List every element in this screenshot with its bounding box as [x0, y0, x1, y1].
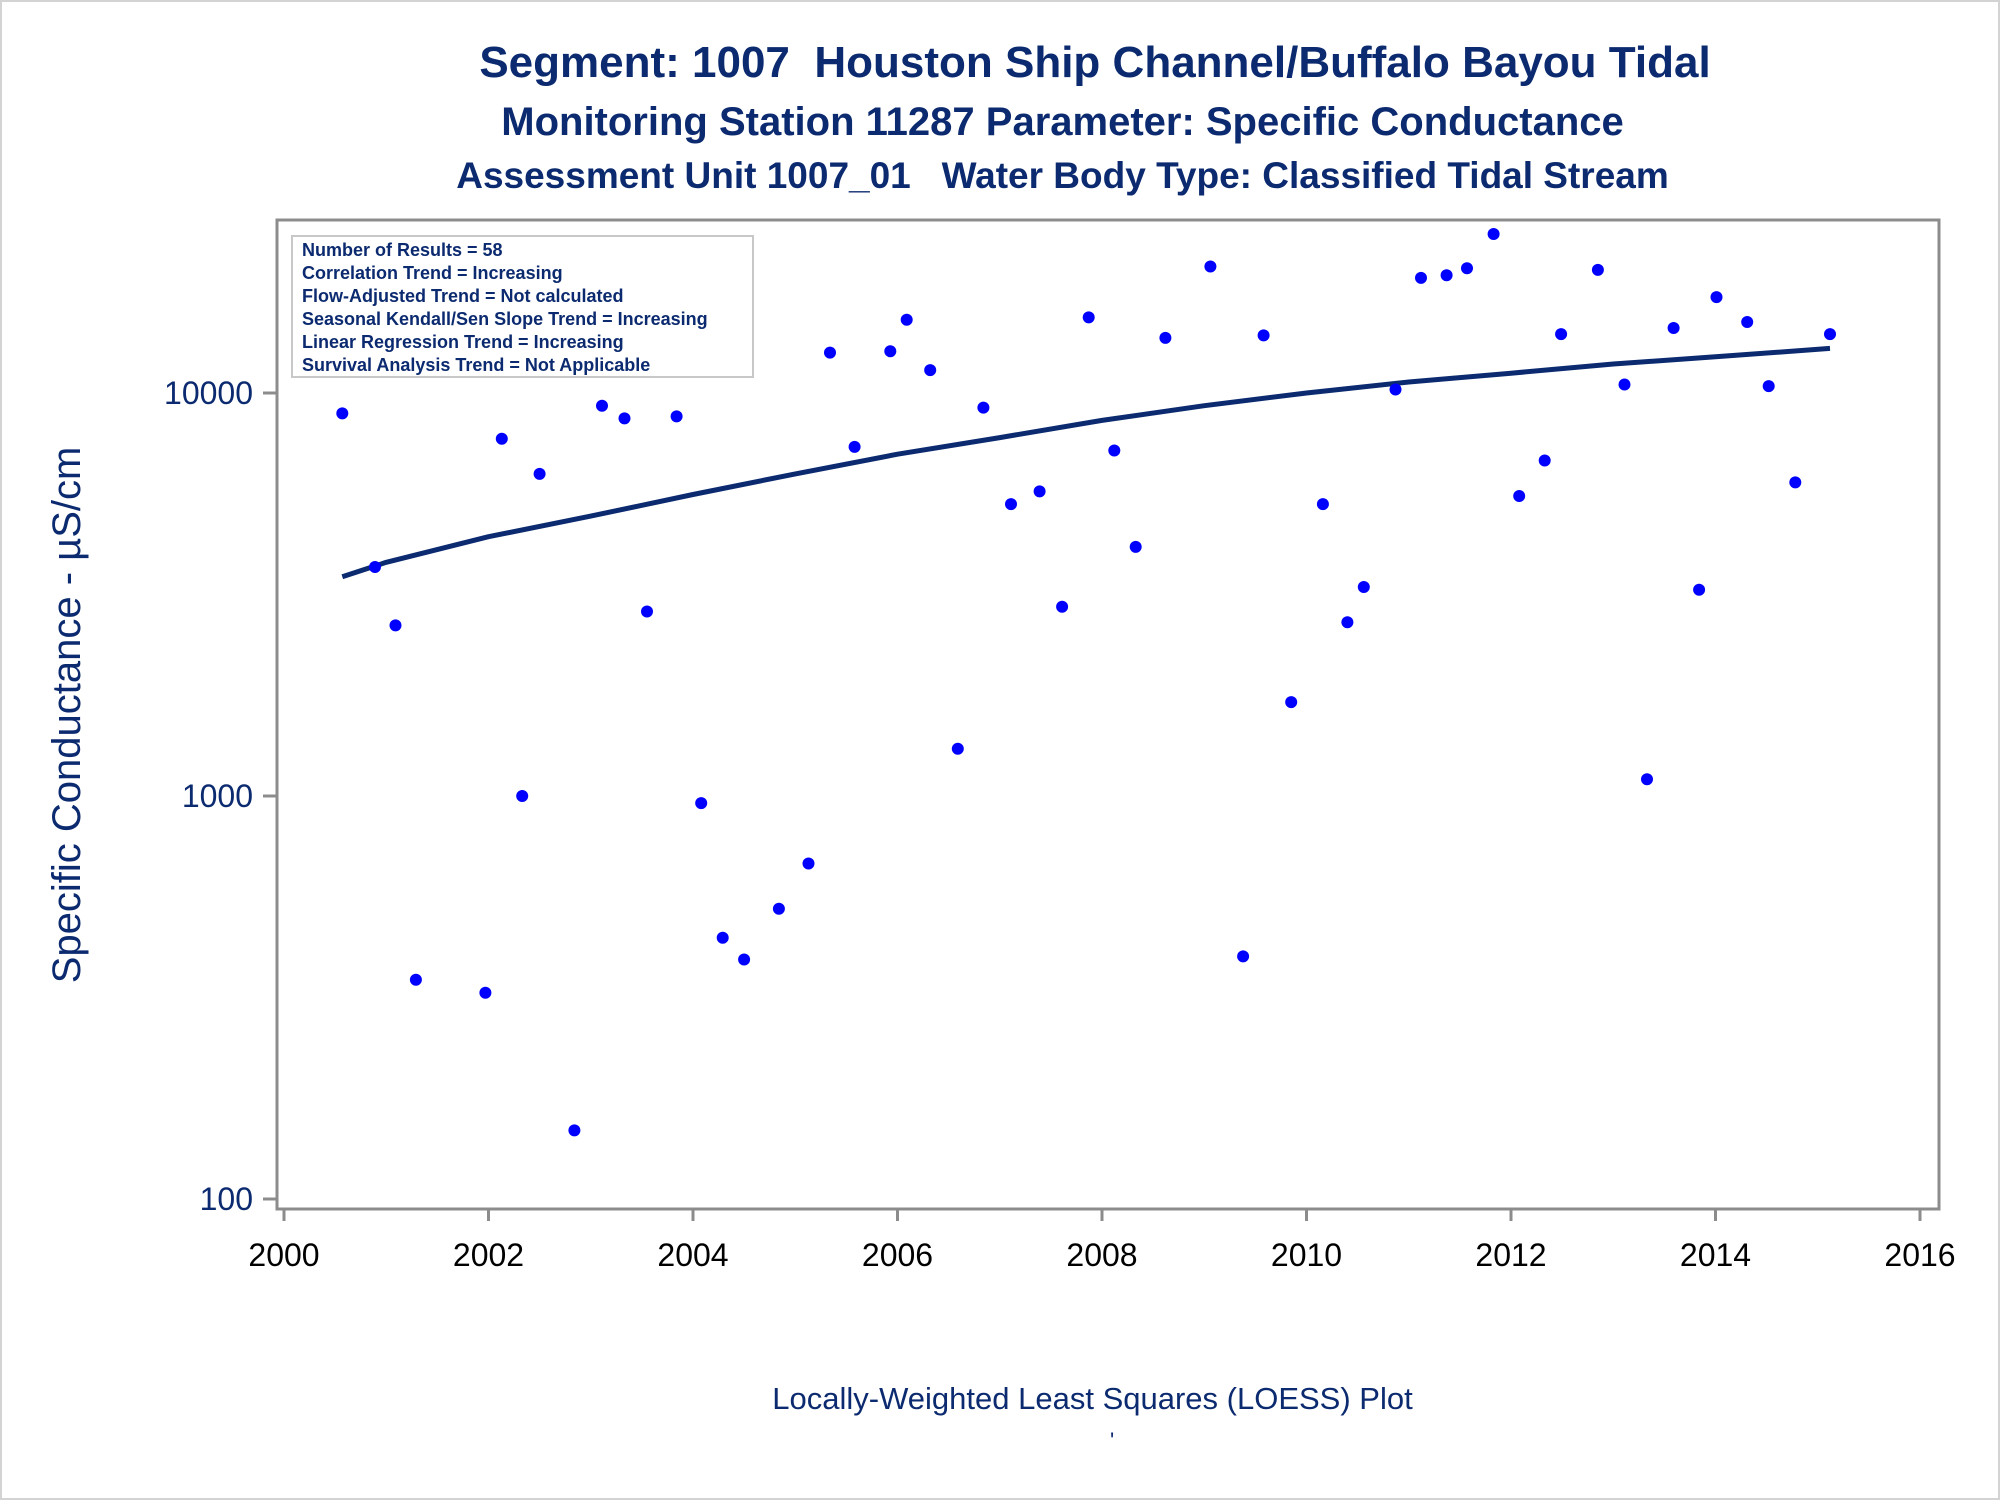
data-point	[1005, 498, 1017, 511]
data-point	[695, 797, 708, 810]
y-tick-label: 10000	[164, 375, 253, 411]
data-point	[1710, 291, 1723, 304]
x-tick-label: 2002	[453, 1237, 524, 1273]
data-point	[1204, 260, 1217, 273]
data-point	[1129, 540, 1142, 553]
footnote-mark: '	[1110, 1428, 1115, 1453]
data-point	[772, 902, 785, 915]
data-point	[409, 973, 422, 986]
data-point	[1237, 950, 1250, 963]
loess-trend-line	[341, 345, 1831, 580]
data-point	[951, 742, 964, 755]
axes: 2000 2002 2004 2006 2008 2010 2012 2014 2016 100 1…	[164, 375, 1956, 1273]
data-point	[924, 364, 937, 377]
data-point	[670, 410, 683, 423]
x-tick-label: 2004	[657, 1237, 728, 1273]
data-point	[533, 467, 546, 480]
data-point	[336, 407, 349, 420]
data-point	[802, 857, 815, 870]
data-point	[1461, 262, 1473, 275]
legend-line-results: Number of Results = 58	[302, 240, 503, 260]
data-point	[1108, 444, 1121, 457]
data-point	[1316, 498, 1329, 511]
data-point	[1667, 322, 1680, 334]
x-tick-label: 2008	[1066, 1237, 1137, 1273]
x-tick-label: 2000	[248, 1237, 319, 1273]
data-point	[1741, 316, 1754, 328]
data-point	[884, 345, 897, 358]
data-point	[1341, 616, 1354, 629]
x-tick-label: 2010	[1271, 1237, 1342, 1273]
data-point	[824, 346, 836, 359]
data-point	[479, 986, 492, 999]
data-point	[1285, 696, 1298, 709]
data-point	[1789, 476, 1802, 489]
x-tick-label: 2014	[1680, 1237, 1751, 1273]
x-tick-label: 2012	[1475, 1237, 1546, 1273]
data-point	[1415, 271, 1427, 284]
data-point	[1082, 311, 1095, 324]
trend-layer	[341, 345, 1831, 580]
data-point	[596, 399, 608, 412]
legend-line-flow-adjusted: Flow-Adjusted Trend = Not calculated	[302, 286, 624, 306]
data-point	[1357, 581, 1370, 593]
data-point	[369, 561, 381, 573]
y-axis-label: Specific Conductance - µS/cm	[45, 447, 89, 984]
data-point	[1693, 583, 1706, 596]
data-point	[1591, 263, 1604, 276]
chart-subtitle-station: Monitoring Station 11287 Parameter: Spec…	[501, 100, 1624, 144]
data-point	[1440, 269, 1453, 282]
data-point	[1033, 485, 1046, 498]
legend-line-linear-regression: Linear Regression Trend = Increasing	[302, 332, 624, 352]
data-point	[738, 953, 751, 966]
data-point	[848, 440, 861, 453]
legend-line-correlation: Correlation Trend = Increasing	[302, 263, 563, 283]
data-point	[1618, 378, 1631, 391]
data-point	[1538, 454, 1551, 467]
y-tick-label: 100	[200, 1181, 253, 1217]
data-point	[716, 931, 729, 944]
data-point	[977, 401, 990, 414]
points-layer	[336, 228, 1836, 1137]
data-point	[1555, 328, 1568, 341]
chart-subtitle-assessment: Assessment Unit 1007_01 Water Body Type:…	[456, 155, 1669, 196]
data-point	[1487, 228, 1500, 240]
data-point	[1389, 383, 1402, 396]
data-point	[516, 790, 529, 802]
legend-box: Number of Results = 58 Correlation Trend…	[291, 235, 754, 378]
y-tick-label: 1000	[182, 778, 253, 814]
data-point	[618, 412, 631, 425]
plot-area	[275, 218, 1941, 1211]
data-point	[389, 619, 402, 632]
x-tick-label: 2016	[1884, 1237, 1955, 1273]
data-point	[1762, 380, 1775, 393]
x-tick-label: 2006	[862, 1237, 933, 1273]
legend-line-seasonal-kendall: Seasonal Kendall/Sen Slope Trend = Incre…	[302, 309, 708, 329]
data-point	[1257, 329, 1270, 342]
chart-title: Segment: 1007 Houston Ship Channel/Buffa…	[479, 38, 1711, 87]
data-point	[1824, 328, 1836, 341]
data-point	[1513, 490, 1526, 502]
data-point	[568, 1124, 581, 1137]
chart-footnote: Locally-Weighted Least Squares (LOESS) P…	[772, 1381, 1413, 1416]
data-point	[900, 313, 913, 326]
data-point	[1159, 331, 1172, 344]
legend-frame	[291, 235, 754, 378]
data-point	[1056, 600, 1069, 613]
data-point	[641, 605, 653, 618]
legend-line-survival-analysis: Survival Analysis Trend = Not Applicable	[302, 355, 650, 375]
data-point	[495, 432, 508, 445]
data-point	[1641, 773, 1653, 786]
